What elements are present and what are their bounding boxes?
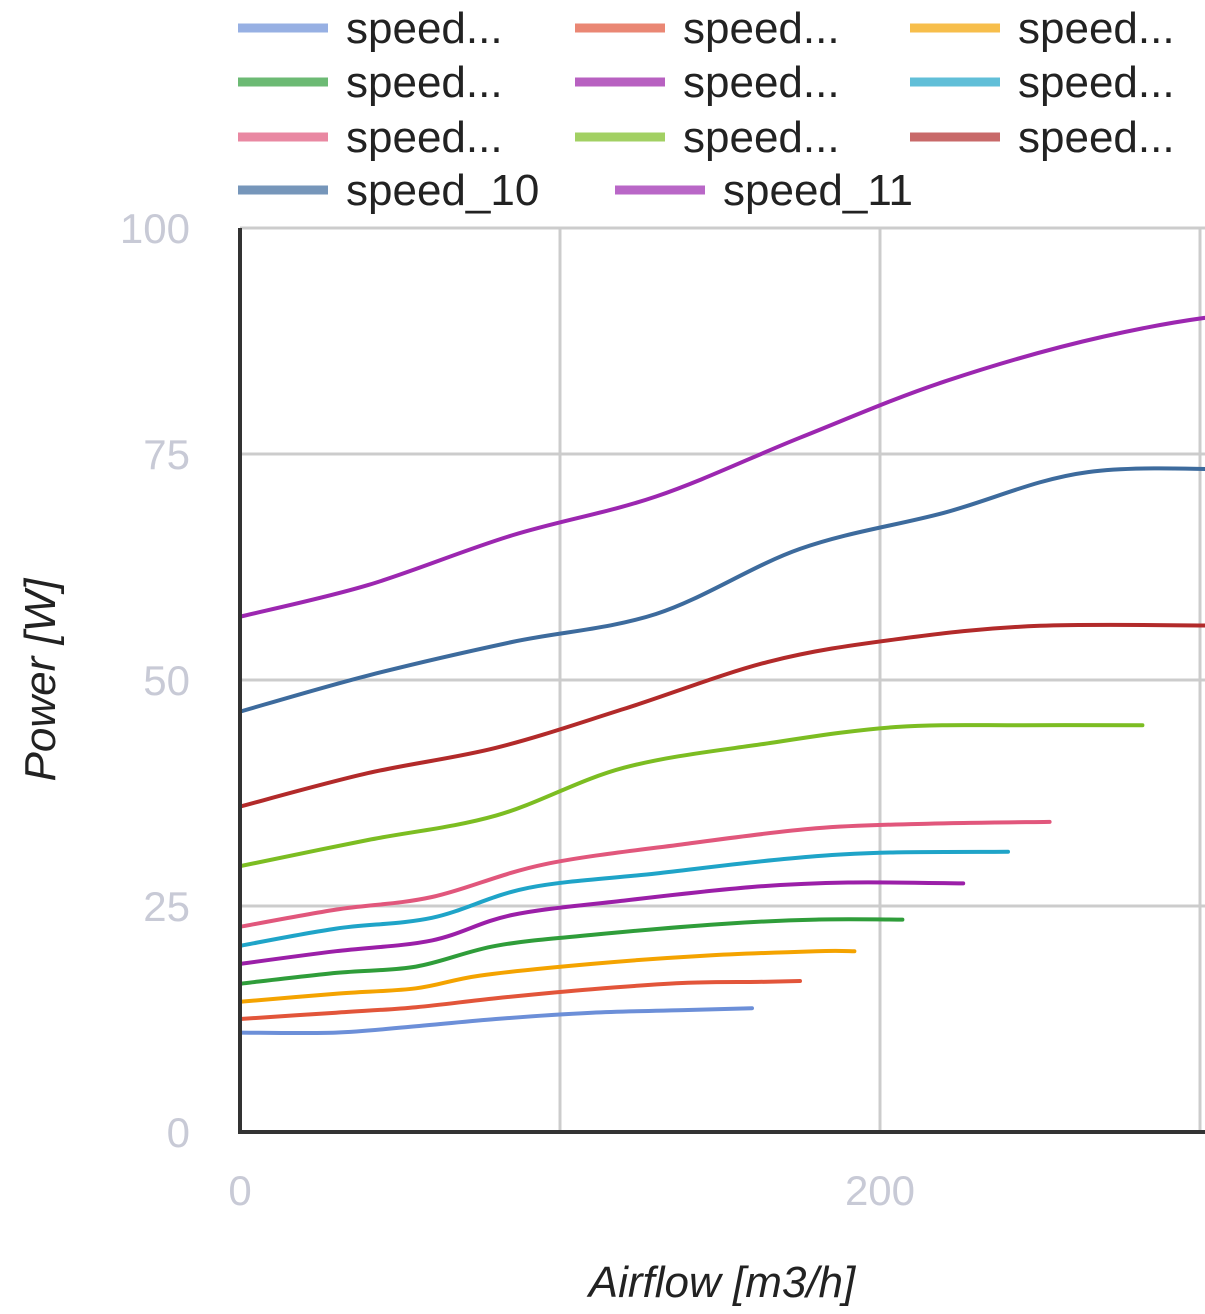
legend-item[interactable]: speed_10 — [238, 166, 539, 215]
y-tick-label: 50 — [143, 657, 190, 704]
legend-item[interactable]: speed... — [575, 58, 840, 107]
y-tick-label: 75 — [143, 431, 190, 478]
y-tick-label: 25 — [143, 883, 190, 930]
series-line-10 — [240, 466, 1205, 714]
axis-layer: 0 25 50 75 100 0 200 — [120, 205, 1205, 1214]
y-axis-title: Power [W] — [16, 577, 65, 782]
legend-item[interactable]: speed_11 — [615, 166, 913, 215]
series-line-11 — [240, 315, 1205, 619]
series-line-5 — [240, 880, 966, 966]
legend-label: speed... — [346, 113, 503, 162]
legend-item[interactable]: speed... — [238, 4, 503, 53]
series-line-8 — [240, 723, 1145, 869]
legend-label: speed... — [1018, 113, 1175, 162]
legend-label: speed... — [346, 58, 503, 107]
legend-label: speed... — [346, 4, 503, 53]
legend-label: speed_11 — [723, 166, 913, 215]
legend: speed... speed... speed... speed... speed...… — [238, 4, 1175, 215]
legend-item[interactable]: speed... — [238, 58, 503, 107]
legend-item[interactable]: speed... — [238, 113, 503, 162]
grid-layer — [240, 226, 1205, 1132]
x-tick-label: 200 — [845, 1167, 915, 1214]
legend-label: speed... — [683, 58, 840, 107]
y-tick-label: 0 — [167, 1109, 190, 1156]
legend-item[interactable]: speed... — [575, 113, 840, 162]
x-tick-label: 0 — [228, 1167, 251, 1214]
legend-item[interactable]: speed... — [910, 113, 1175, 162]
legend-label: speed... — [683, 113, 840, 162]
legend-label: speed... — [1018, 4, 1175, 53]
legend-item[interactable]: speed... — [575, 4, 840, 53]
series-line-2 — [240, 979, 802, 1021]
series-line-9 — [240, 622, 1205, 809]
series-line-7 — [240, 819, 1052, 929]
series-line-4 — [240, 917, 905, 986]
series-line-6 — [240, 849, 1010, 948]
legend-item[interactable]: speed... — [910, 4, 1175, 53]
series-line-1 — [240, 1006, 754, 1036]
x-axis-title: Airflow [m3/h] — [586, 1258, 857, 1307]
series-layer — [240, 315, 1205, 1036]
legend-item[interactable]: speed... — [910, 58, 1175, 107]
legend-label: speed_10 — [346, 166, 539, 215]
series-line-3 — [240, 948, 857, 1004]
legend-label: speed... — [683, 4, 840, 53]
y-tick-label: 100 — [120, 205, 190, 252]
legend-label: speed... — [1018, 58, 1175, 107]
